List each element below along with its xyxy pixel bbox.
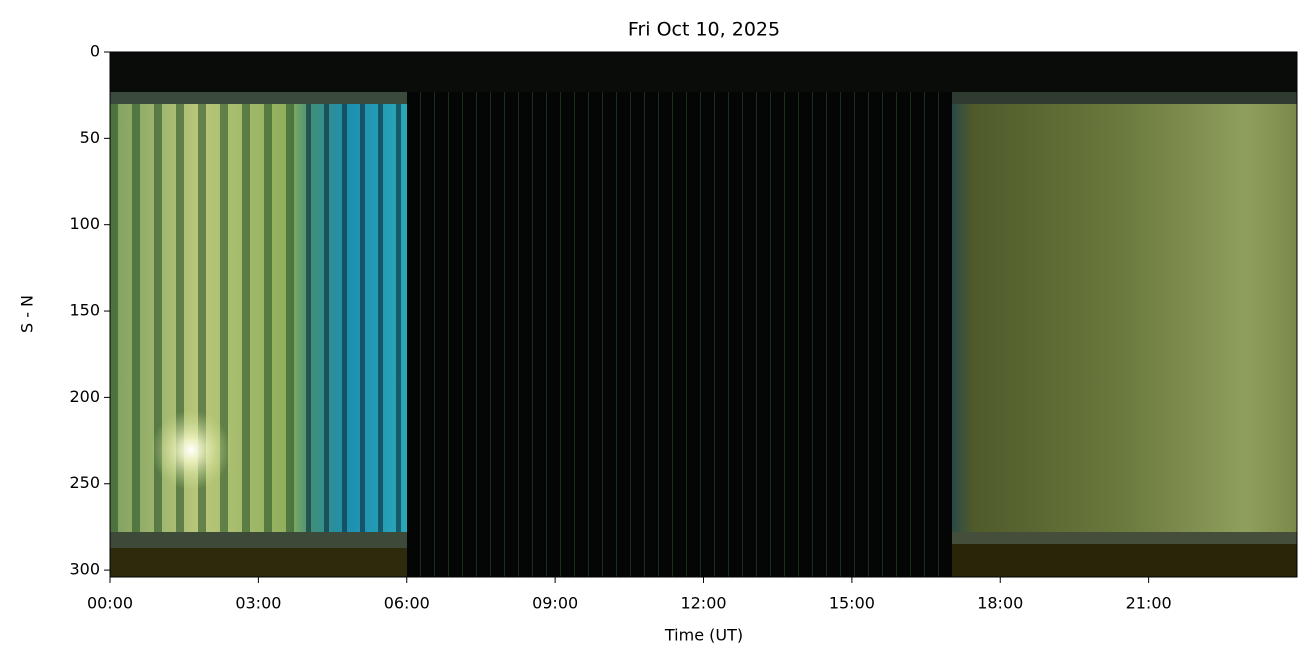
image-band bbox=[952, 532, 1297, 544]
y-axis-label: S - N bbox=[18, 295, 37, 333]
keogram-image bbox=[110, 52, 1297, 577]
x-tick-label: 09:00 bbox=[532, 594, 578, 613]
image-band bbox=[952, 544, 1297, 577]
image-band bbox=[110, 92, 407, 104]
y-tick-label: 200 bbox=[69, 387, 100, 406]
image-band bbox=[952, 92, 1297, 104]
y-tick-label: 100 bbox=[69, 214, 100, 233]
image-texture bbox=[407, 52, 952, 577]
x-tick-label: 12:00 bbox=[680, 594, 726, 613]
y-tick-label: 300 bbox=[69, 560, 100, 579]
x-tick-label: 18:00 bbox=[977, 594, 1023, 613]
x-tick-label: 21:00 bbox=[1126, 594, 1172, 613]
x-tick-label: 03:00 bbox=[235, 594, 281, 613]
y-tick-label: 150 bbox=[69, 301, 100, 320]
image-band bbox=[110, 532, 407, 548]
y-tick-label: 0 bbox=[90, 42, 100, 61]
image-texture bbox=[300, 52, 407, 577]
x-tick-label: 15:00 bbox=[829, 594, 875, 613]
x-tick-label: 06:00 bbox=[384, 594, 430, 613]
chart-title: Fri Oct 10, 2025 bbox=[628, 19, 780, 41]
y-tick-label: 250 bbox=[69, 473, 100, 492]
y-tick-label: 50 bbox=[80, 128, 100, 147]
x-tick-label: 00:00 bbox=[87, 594, 133, 613]
image-region bbox=[952, 92, 1297, 532]
image-band bbox=[110, 548, 407, 577]
x-axis-label: Time (UT) bbox=[664, 626, 743, 645]
image-band bbox=[110, 52, 1297, 92]
image-glow bbox=[151, 410, 231, 490]
